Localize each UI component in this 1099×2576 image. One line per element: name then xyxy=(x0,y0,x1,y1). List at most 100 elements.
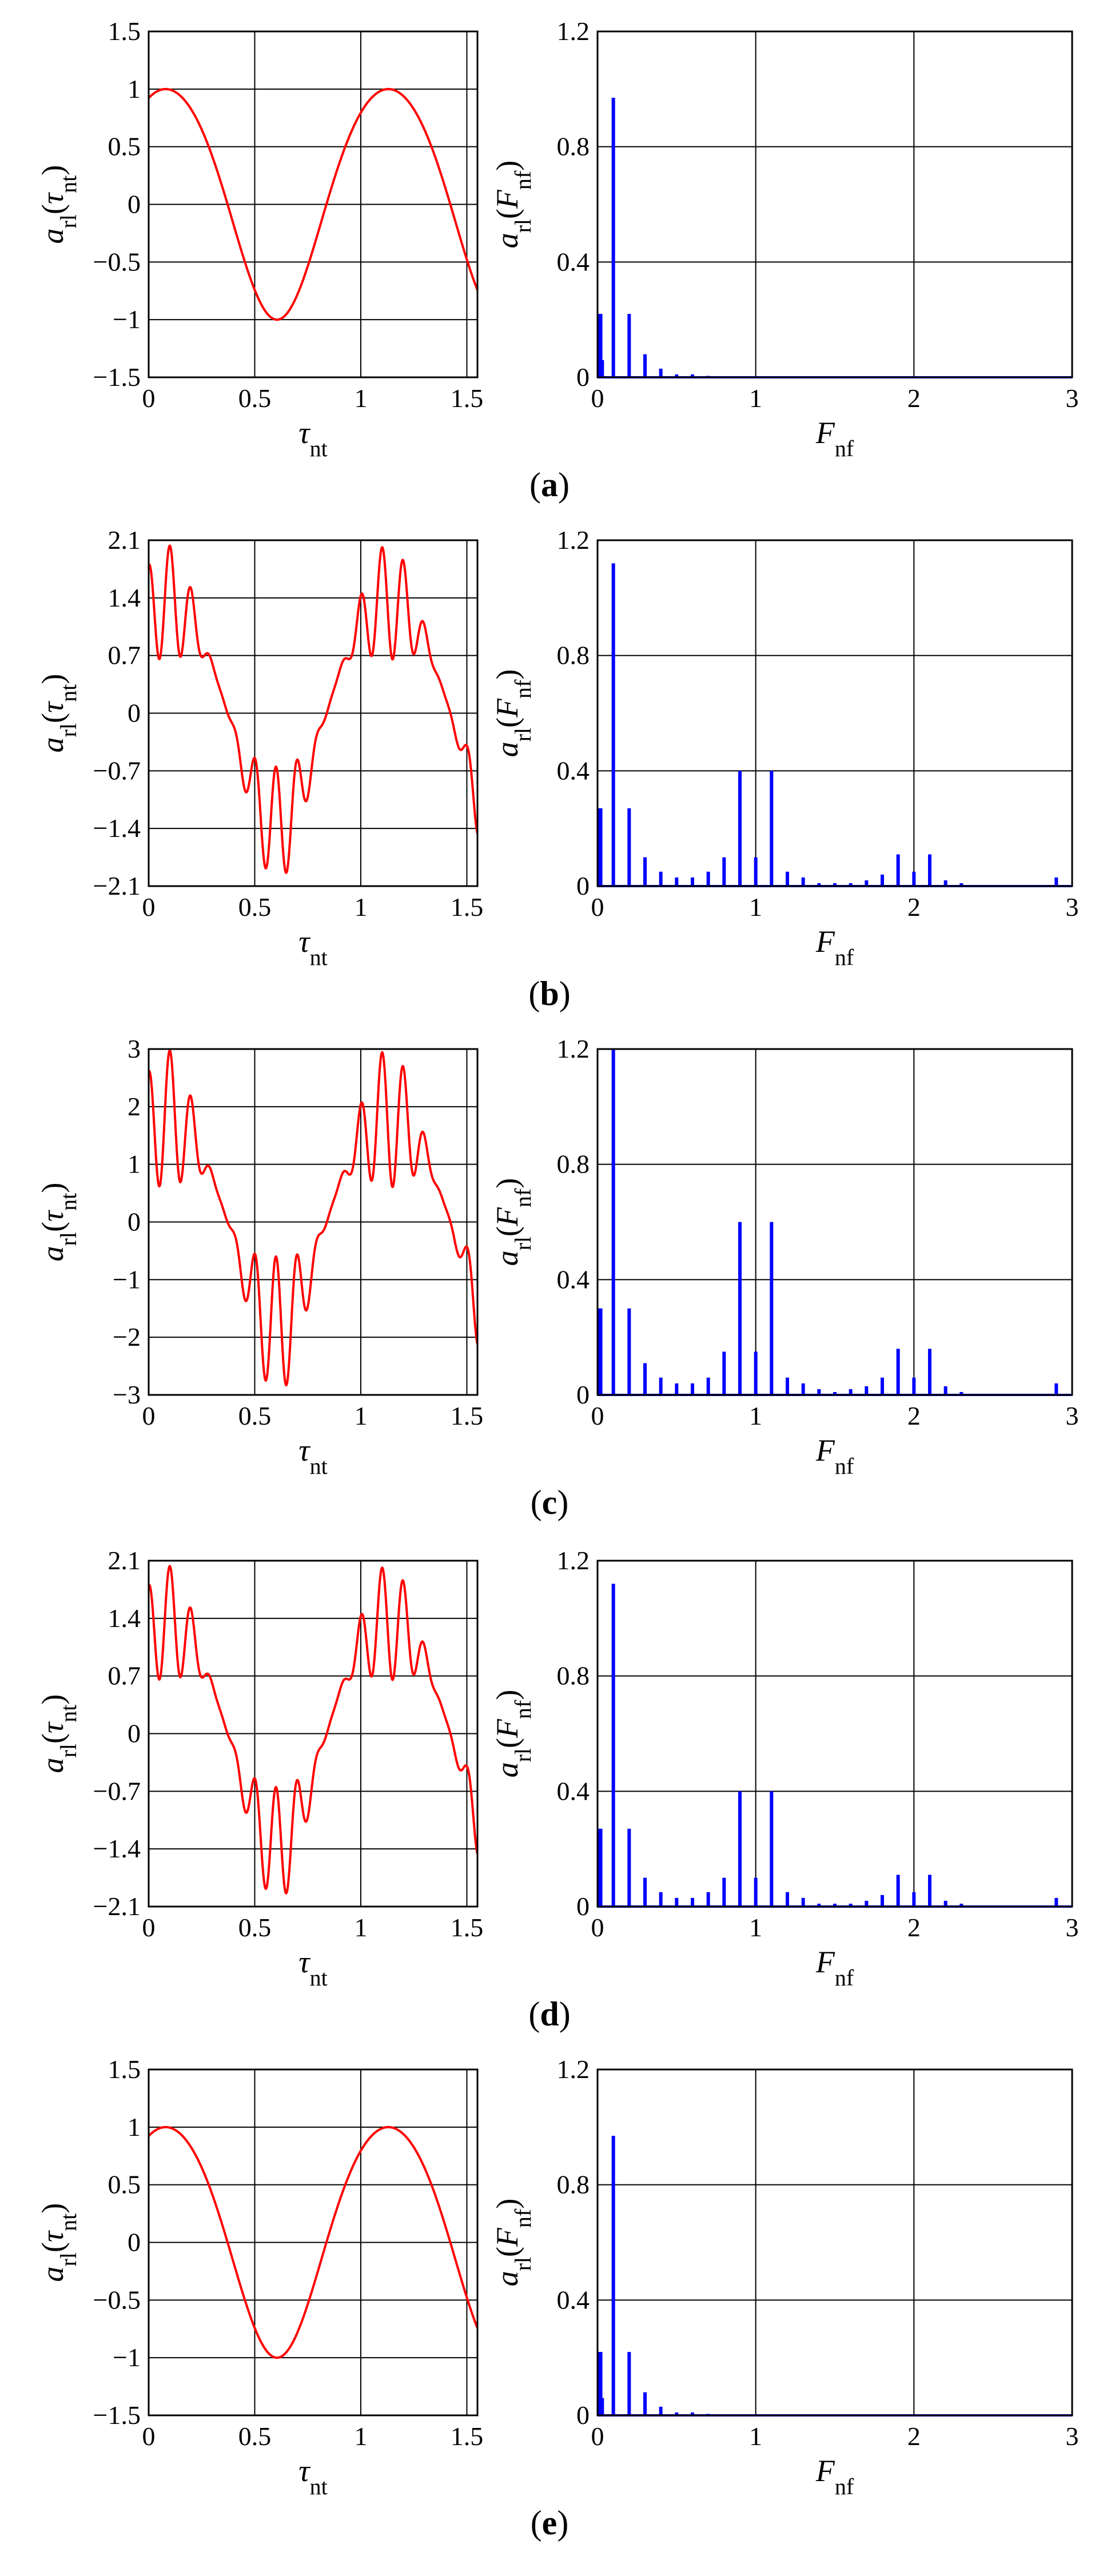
freq-xlabel: Fnf xyxy=(815,2454,854,2499)
time-ylabel-paren-open: ( xyxy=(35,2242,70,2252)
freq-ytick-label: 0.8 xyxy=(557,641,590,670)
time-ytick-label: −0.7 xyxy=(93,1776,141,1805)
time-plot-frame xyxy=(148,539,479,887)
freq-ylabel-var: a xyxy=(490,741,524,757)
freq-ylabel-argsub: nf xyxy=(510,2208,536,2228)
time-ylabel-arg: τ xyxy=(35,2230,70,2242)
freq-ylabel-paren-open: ( xyxy=(490,717,524,728)
freq-ytick-label: 0.8 xyxy=(557,2170,590,2199)
time-xtick-label: 0 xyxy=(142,1913,156,1942)
freq-ytick-label: 0.4 xyxy=(557,1265,590,1294)
time-plot-frame xyxy=(148,1048,479,1396)
freq-xlabel-sub: nf xyxy=(835,1965,854,1991)
freq-ytick-label: 0.8 xyxy=(557,1150,590,1179)
freq-xtick-label: 1 xyxy=(749,384,762,413)
time-ylabel-argsub: nt xyxy=(55,684,81,702)
time-ytick-label: −2.1 xyxy=(93,871,141,900)
freq-xtick-label: 2 xyxy=(907,2422,921,2451)
panel-label: (c) xyxy=(531,1484,569,1521)
time-ytick-label: −2 xyxy=(113,1322,141,1351)
time-xtick-label: 0 xyxy=(142,384,156,413)
freq-ylabel: arl(Fnf) xyxy=(490,2199,536,2287)
time-ytick-label: 1 xyxy=(128,2112,141,2142)
time-ylabel-sub: rl xyxy=(55,2252,81,2266)
freq-plot-frame xyxy=(596,539,1073,887)
time-ytick-label: −1 xyxy=(113,2343,141,2372)
freq-plot-area xyxy=(598,1561,1072,1907)
time-ytick-label: 0.7 xyxy=(108,641,141,670)
freq-ytick-label: 0.4 xyxy=(557,756,590,785)
freq-ylabel-paren-open: ( xyxy=(490,1226,524,1237)
time-ylabel-arg: τ xyxy=(35,701,70,713)
time-plot-frame xyxy=(148,1560,479,1908)
freq-xtick-label: 0 xyxy=(591,384,604,413)
time-series-line xyxy=(149,2126,477,2359)
time-ylabel-sub: rl xyxy=(55,1232,81,1246)
time-ytick-label: 0 xyxy=(128,190,141,219)
time-ytick-label: −1 xyxy=(113,1265,141,1294)
time-ytick-label: −2.1 xyxy=(93,1892,141,1921)
time-xtick-label: 1.5 xyxy=(451,1401,484,1430)
freq-ylabel: arl(Fnf) xyxy=(490,669,536,757)
time-plot: 2.11.40.70−0.7−1.4−2.10 0.5 1 1.5arl(τnt)τn… xyxy=(35,525,483,970)
time-ytick-label: 0 xyxy=(128,1719,141,1748)
time-ylabel-arg: τ xyxy=(35,192,70,204)
time-xtick-label: 0.5 xyxy=(238,1401,272,1430)
panel-label-close: ) xyxy=(559,975,571,1012)
time-xlabel: τnt xyxy=(298,1945,327,1991)
time-ylabel-paren-open: ( xyxy=(35,204,70,214)
freq-ylabel-var: a xyxy=(490,1762,524,1777)
time-xlabel-sub: nt xyxy=(310,2474,328,2499)
time-xtick-label: 1.5 xyxy=(451,2422,484,2451)
time-ytick-label: 0 xyxy=(128,699,141,728)
freq-ylabel-paren-open: ( xyxy=(490,209,524,219)
freq-plot-frame xyxy=(596,30,1073,378)
freq-ylabel-argsub: nf xyxy=(510,170,536,190)
time-ylabel-arg: τ xyxy=(35,1210,70,1222)
freq-xlabel-var: F xyxy=(815,1433,835,1468)
time-xtick-label: 0 xyxy=(142,892,156,922)
freq-ytick-label: 0.8 xyxy=(557,1661,590,1690)
panel-label: (b) xyxy=(528,975,570,1012)
time-ytick-label: −0.5 xyxy=(93,2285,141,2314)
panel-label-letter: e xyxy=(542,2504,558,2542)
time-ylabel-var: a xyxy=(35,737,70,752)
time-ytick-label: 1.4 xyxy=(108,583,141,612)
time-xtick-label: 1.5 xyxy=(451,892,484,922)
time-xlabel: τnt xyxy=(298,924,327,970)
time-ylabel-sub: rl xyxy=(55,1744,81,1757)
time-ylabel-paren-close: ) xyxy=(35,1694,70,1705)
freq-xlabel: Fnf xyxy=(815,416,854,461)
time-ytick-label: −0.5 xyxy=(93,247,141,276)
freq-xtick-label: 1 xyxy=(749,1913,762,1942)
time-ylabel-argsub: nt xyxy=(55,1193,81,1211)
time-ylabel-arg: τ xyxy=(35,1721,70,1733)
time-ytick-label: −1.5 xyxy=(93,2400,141,2430)
time-xtick-label: 1.5 xyxy=(451,1913,484,1942)
freq-xtick-label: 3 xyxy=(1066,892,1079,922)
freq-xlabel-sub: nf xyxy=(835,2474,854,2499)
time-ylabel-argsub: nt xyxy=(55,176,81,193)
freq-plot-frame xyxy=(596,1560,1073,1908)
time-series-line xyxy=(149,1049,477,1387)
time-xlabel: τnt xyxy=(298,2454,327,2499)
time-ytick-label: −1.4 xyxy=(93,814,141,843)
time-ylabel: arl(τnt) xyxy=(35,674,81,753)
time-xlabel-sub: nt xyxy=(310,1453,328,1479)
freq-ylabel-sub: rl xyxy=(510,728,536,741)
time-ytick-label: 2.1 xyxy=(108,1546,141,1575)
freq-xtick-label: 0 xyxy=(591,1401,604,1430)
time-ytick-label: −1.5 xyxy=(93,362,141,392)
time-series-line xyxy=(149,544,477,875)
freq-ylabel-arg: F xyxy=(490,1207,524,1227)
time-ylabel-var: a xyxy=(35,2266,70,2282)
time-xtick-label: 1 xyxy=(354,892,367,922)
panel-label-open: ( xyxy=(531,1484,542,1521)
time-ylabel-var: a xyxy=(35,1757,70,1773)
freq-ylabel: arl(Fnf) xyxy=(490,161,536,249)
time-ylabel-paren-close: ) xyxy=(35,674,70,684)
